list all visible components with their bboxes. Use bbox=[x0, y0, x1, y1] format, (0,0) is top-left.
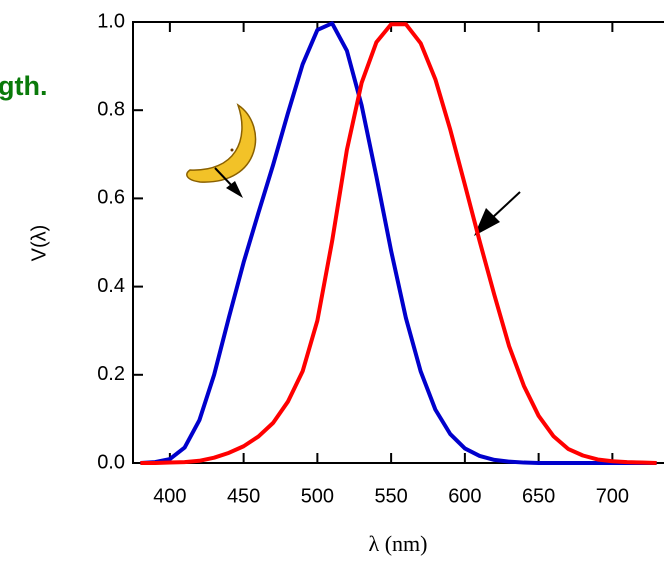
y-tick-label: 0.8 bbox=[97, 98, 125, 120]
arrow bbox=[214, 167, 243, 198]
y-tick-label: 1.0 bbox=[97, 10, 125, 32]
x-tick-label: 400 bbox=[153, 485, 186, 507]
x-tick-label: 450 bbox=[227, 485, 260, 507]
x-tick-label: 600 bbox=[448, 485, 481, 507]
y-tick-label: 0.0 bbox=[97, 451, 125, 473]
line-series bbox=[140, 21, 657, 465]
x-tick-label: 700 bbox=[596, 485, 629, 507]
y-axis-label: V(λ) bbox=[28, 225, 50, 262]
y-tick-label: 0.6 bbox=[97, 187, 125, 209]
x-tick-label: 650 bbox=[522, 485, 555, 507]
y-tick-label: 0.4 bbox=[97, 275, 125, 297]
x-tick-label: 550 bbox=[374, 485, 407, 507]
y-tick-label: 0.2 bbox=[97, 363, 125, 385]
arrow bbox=[474, 191, 521, 236]
x-axis-label: λ (nm) bbox=[369, 531, 428, 556]
moon bbox=[186, 103, 257, 183]
line-series bbox=[140, 22, 657, 465]
axis-frame bbox=[132, 21, 664, 464]
x-tick-label: 500 bbox=[301, 485, 334, 507]
annotation: gth. bbox=[0, 71, 47, 101]
